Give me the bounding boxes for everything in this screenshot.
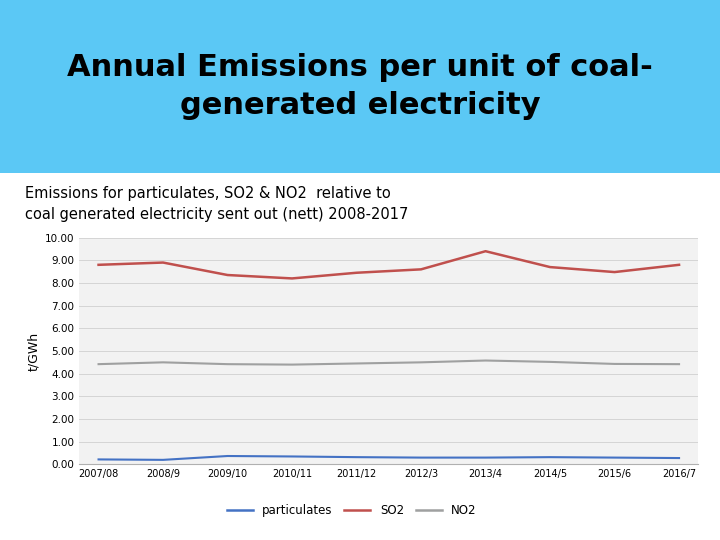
Text: Annual Emissions per unit of coal-
generated electricity: Annual Emissions per unit of coal- gener… bbox=[67, 53, 653, 120]
Y-axis label: t/GWh: t/GWh bbox=[27, 332, 40, 370]
Text: Emissions for particulates, SO2 & NO2  relative to
coal generated electricity se: Emissions for particulates, SO2 & NO2 re… bbox=[25, 186, 408, 222]
Legend: particulates, SO2, NO2: particulates, SO2, NO2 bbox=[222, 500, 482, 522]
